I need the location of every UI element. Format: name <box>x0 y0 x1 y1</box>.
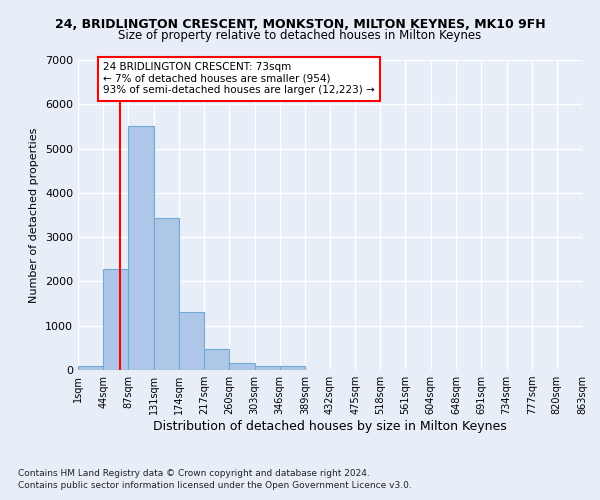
Bar <box>280 366 305 370</box>
Bar <box>254 366 280 370</box>
Y-axis label: Number of detached properties: Number of detached properties <box>29 128 40 302</box>
Bar <box>179 312 204 370</box>
Bar <box>128 126 154 370</box>
X-axis label: Distribution of detached houses by size in Milton Keynes: Distribution of detached houses by size … <box>153 420 507 433</box>
Bar <box>154 218 179 370</box>
Text: Contains public sector information licensed under the Open Government Licence v3: Contains public sector information licen… <box>18 481 412 490</box>
Bar <box>78 366 103 370</box>
Text: Size of property relative to detached houses in Milton Keynes: Size of property relative to detached ho… <box>118 29 482 42</box>
Bar <box>204 348 229 370</box>
Bar <box>103 270 128 370</box>
Text: Contains HM Land Registry data © Crown copyright and database right 2024.: Contains HM Land Registry data © Crown c… <box>18 468 370 477</box>
Text: 24, BRIDLINGTON CRESCENT, MONKSTON, MILTON KEYNES, MK10 9FH: 24, BRIDLINGTON CRESCENT, MONKSTON, MILT… <box>55 18 545 30</box>
Bar <box>229 363 254 370</box>
Text: 24 BRIDLINGTON CRESCENT: 73sqm
← 7% of detached houses are smaller (954)
93% of : 24 BRIDLINGTON CRESCENT: 73sqm ← 7% of d… <box>103 62 375 96</box>
